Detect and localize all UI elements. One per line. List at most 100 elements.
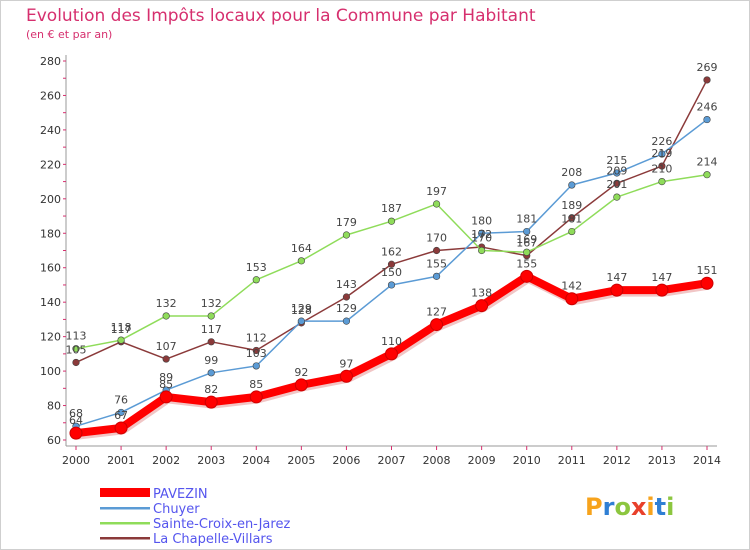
data-point xyxy=(72,358,80,367)
x-tick-label: 2004 xyxy=(242,454,270,467)
brand-letter: i xyxy=(646,493,654,521)
data-label: 246 xyxy=(697,101,718,114)
data-label: 85 xyxy=(159,378,173,391)
y-tick-label: 120 xyxy=(40,331,61,344)
data-point xyxy=(568,214,576,222)
brand-letter: i xyxy=(666,493,674,521)
legend-swatch xyxy=(100,522,150,525)
data-label: 138 xyxy=(471,287,492,300)
data-point xyxy=(523,248,531,256)
data-point xyxy=(610,283,624,297)
data-label: 117 xyxy=(111,323,132,336)
y-tick-label: 240 xyxy=(40,124,61,137)
data-point xyxy=(703,76,711,84)
data-label: 117 xyxy=(201,323,222,336)
legend-label: Sainte-Croix-en-Jarez xyxy=(153,517,290,532)
data-label: 107 xyxy=(156,340,177,353)
data-label: 209 xyxy=(606,164,627,177)
data-point xyxy=(207,312,215,320)
data-point xyxy=(432,200,441,208)
x-tick-label: 2002 xyxy=(152,454,180,467)
data-point xyxy=(703,171,711,179)
x-tick-label: 2013 xyxy=(648,454,676,467)
data-point xyxy=(520,269,534,283)
data-label: 170 xyxy=(426,232,447,245)
data-label: 89 xyxy=(159,371,173,384)
data-point xyxy=(294,378,308,392)
data-point xyxy=(204,395,218,409)
data-point xyxy=(387,217,396,225)
legend-label: Chuyer xyxy=(153,502,200,517)
data-point xyxy=(117,336,125,344)
data-label: 67 xyxy=(114,409,128,422)
data-point xyxy=(565,292,579,306)
brand-letter: o xyxy=(614,493,631,521)
data-label: 151 xyxy=(697,264,718,277)
data-label: 143 xyxy=(336,278,357,291)
x-tick-label: 2014 xyxy=(693,454,721,467)
data-label: 128 xyxy=(291,304,312,317)
data-point xyxy=(342,231,351,239)
x-tick-label: 2006 xyxy=(332,454,360,467)
x-tick-label: 2011 xyxy=(558,454,586,467)
data-label: 92 xyxy=(294,366,308,379)
data-label: 181 xyxy=(516,213,537,226)
brand-letter: r xyxy=(603,493,615,521)
data-label: 187 xyxy=(381,202,402,215)
legend-swatch xyxy=(100,507,150,510)
y-tick-label: 80 xyxy=(47,400,61,413)
data-point xyxy=(613,193,621,201)
data-point xyxy=(613,169,621,177)
data-point xyxy=(72,345,80,353)
data-label: 68 xyxy=(69,407,83,420)
data-label: 105 xyxy=(66,343,87,356)
data-point xyxy=(655,283,669,297)
brand-letter: x xyxy=(631,493,647,521)
y-tick-label: 220 xyxy=(40,158,61,171)
data-point xyxy=(613,179,621,187)
data-point xyxy=(703,115,711,124)
legend-swatch xyxy=(100,537,150,540)
y-tick-label: 100 xyxy=(40,365,61,378)
x-tick-label: 2008 xyxy=(423,454,451,467)
data-label: 167 xyxy=(516,237,537,250)
data-point xyxy=(69,426,83,440)
data-label: 155 xyxy=(516,257,537,270)
y-tick-label: 200 xyxy=(40,193,61,206)
data-point xyxy=(249,390,263,404)
data-label: 180 xyxy=(471,214,492,227)
data-point xyxy=(207,338,215,346)
data-point xyxy=(700,276,714,290)
data-point xyxy=(387,260,396,268)
x-tick-label: 2005 xyxy=(287,454,315,467)
legend-label: La Chapelle-Villars xyxy=(153,532,273,547)
data-point xyxy=(523,227,531,236)
data-point xyxy=(159,390,173,404)
data-label: 103 xyxy=(246,347,267,360)
data-label: 215 xyxy=(606,154,627,167)
data-label: 118 xyxy=(111,321,132,334)
data-label: 85 xyxy=(249,378,263,391)
data-label: 208 xyxy=(561,166,582,179)
data-label: 127 xyxy=(426,306,447,319)
y-tick-label: 60 xyxy=(47,434,61,447)
x-tick-label: 2003 xyxy=(197,454,225,467)
data-label: 132 xyxy=(201,297,222,310)
x-tick-label: 2009 xyxy=(468,454,496,467)
data-label: 179 xyxy=(336,216,357,229)
brand-letter: t xyxy=(655,493,666,521)
data-point xyxy=(297,317,305,325)
data-label: 147 xyxy=(606,271,627,284)
data-label: 150 xyxy=(381,266,402,279)
data-point xyxy=(475,299,489,313)
data-label: 201 xyxy=(606,178,627,191)
data-point xyxy=(252,276,260,284)
data-point xyxy=(252,362,260,370)
data-label: 169 xyxy=(516,233,537,246)
proxiti-logo: Proxiti xyxy=(585,493,674,521)
data-point xyxy=(252,346,260,355)
data-label: 226 xyxy=(651,135,672,148)
data-label: 172 xyxy=(471,228,492,241)
y-tick-label: 140 xyxy=(40,296,61,309)
